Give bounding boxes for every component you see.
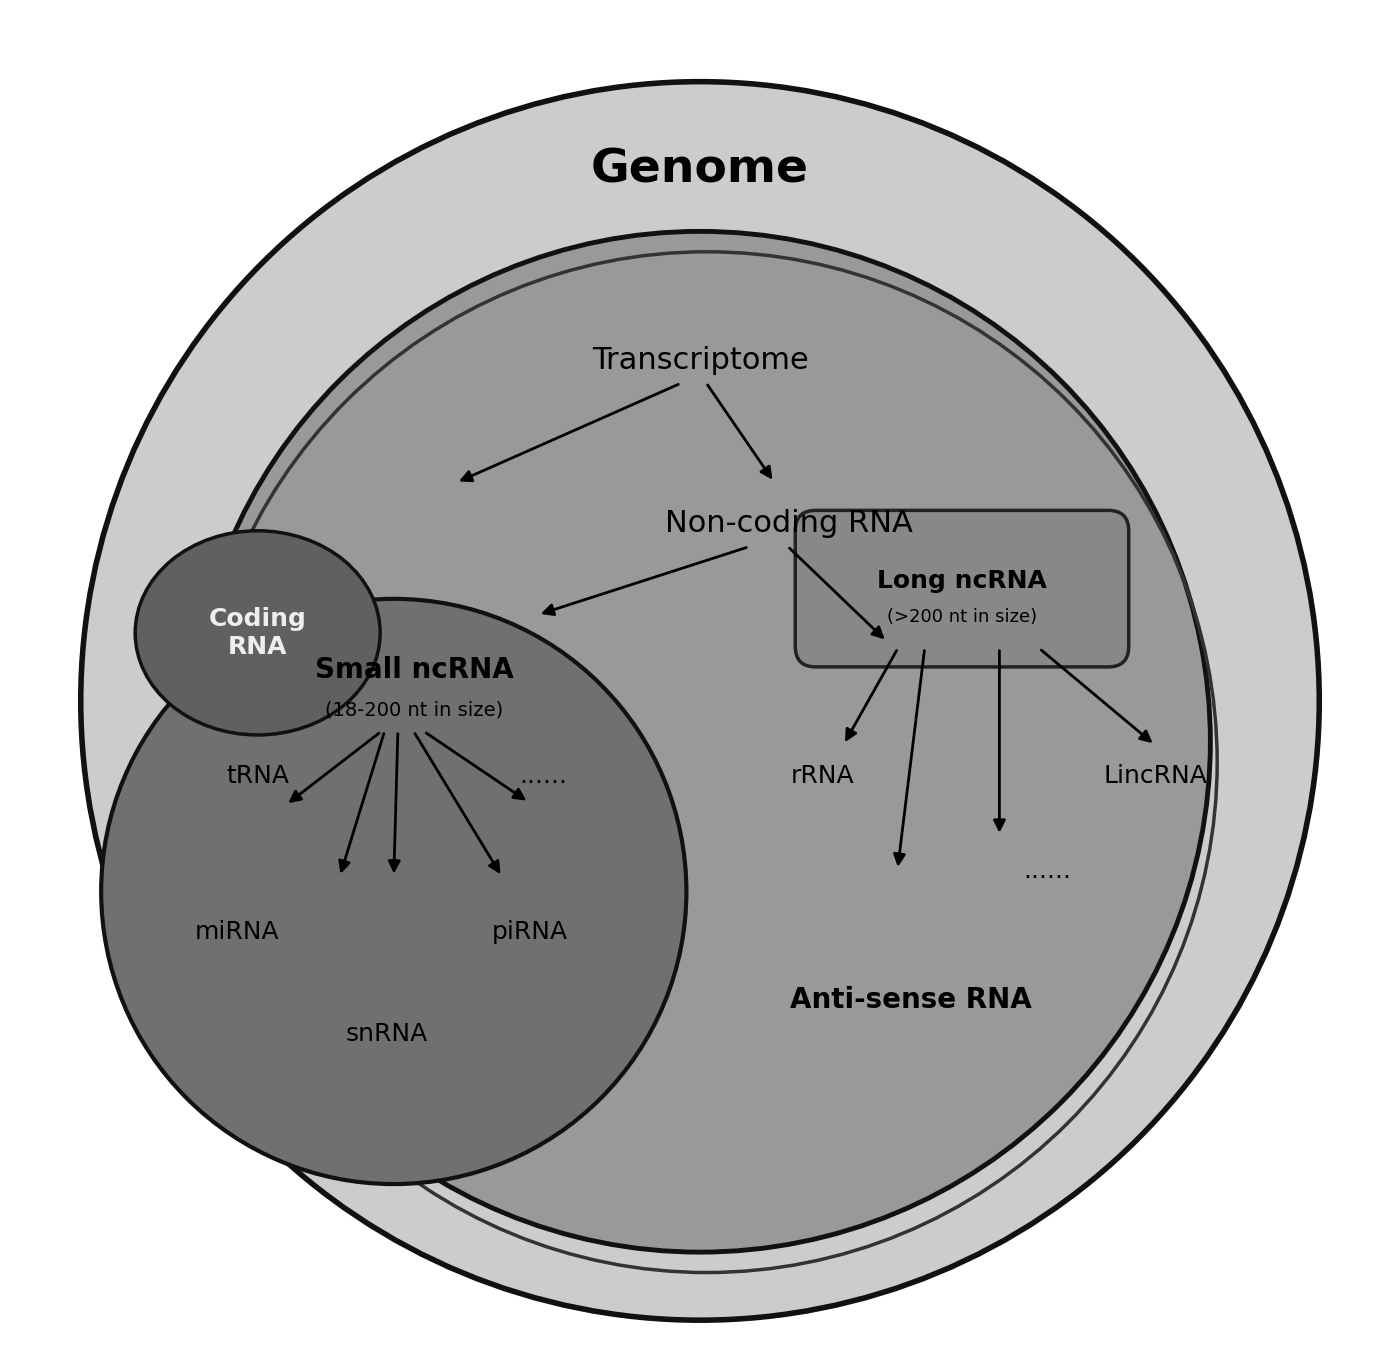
Text: (>200 nt in size): (>200 nt in size) bbox=[888, 607, 1037, 626]
Text: tRNA: tRNA bbox=[227, 764, 290, 788]
Text: LincRNA: LincRNA bbox=[1105, 764, 1208, 788]
Ellipse shape bbox=[136, 531, 381, 735]
Text: ......: ...... bbox=[519, 764, 567, 788]
Text: snRNA: snRNA bbox=[346, 1022, 428, 1047]
FancyBboxPatch shape bbox=[795, 510, 1128, 667]
Text: ......: ...... bbox=[1023, 859, 1071, 883]
Text: Long ncRNA: Long ncRNA bbox=[876, 569, 1047, 593]
Circle shape bbox=[81, 82, 1319, 1320]
Text: Transcriptome: Transcriptome bbox=[592, 346, 808, 376]
Text: rRNA: rRNA bbox=[791, 764, 854, 788]
Circle shape bbox=[189, 231, 1211, 1252]
Text: Small ncRNA: Small ncRNA bbox=[315, 656, 514, 683]
Text: Anti-sense RNA: Anti-sense RNA bbox=[790, 987, 1032, 1014]
Text: Non-coding RNA: Non-coding RNA bbox=[665, 509, 913, 539]
Text: Coding
RNA: Coding RNA bbox=[209, 607, 307, 659]
Text: miRNA: miRNA bbox=[195, 920, 280, 945]
Text: Genome: Genome bbox=[591, 147, 809, 193]
Circle shape bbox=[101, 599, 686, 1184]
Text: (18-200 nt in size): (18-200 nt in size) bbox=[325, 701, 504, 720]
Text: piRNA: piRNA bbox=[491, 920, 568, 945]
